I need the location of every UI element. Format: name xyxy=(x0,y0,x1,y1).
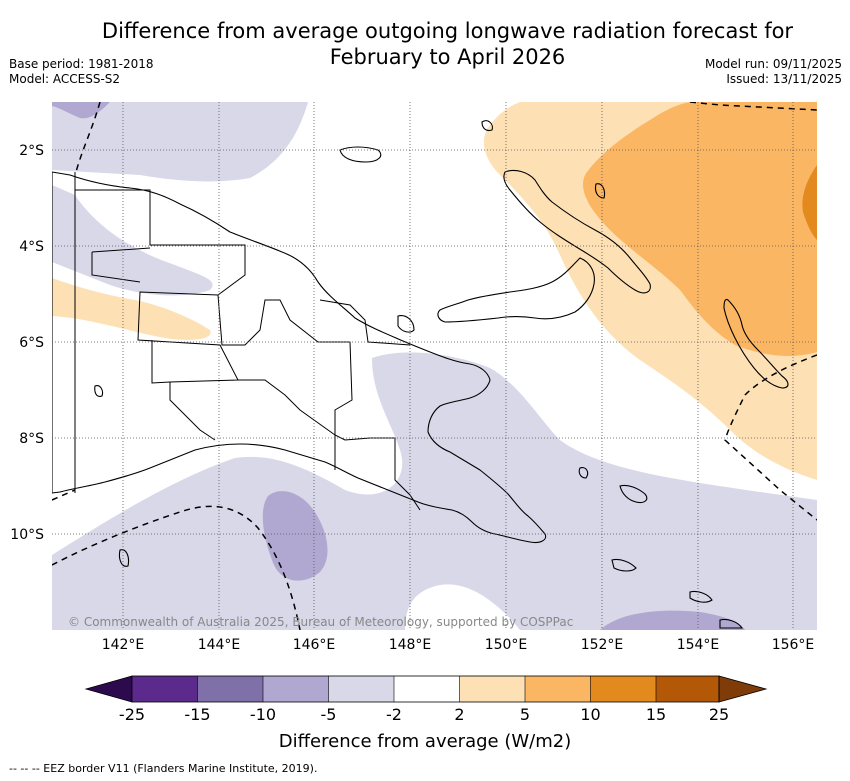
colorbar-tick: 2 xyxy=(454,705,464,724)
issued-text: Issued: 13/11/2025 xyxy=(726,72,842,86)
map-credit: © Commonwealth of Australia 2025, Bureau… xyxy=(68,615,573,629)
colorbar-dividers xyxy=(197,676,657,702)
colorbar-swatch xyxy=(394,676,460,702)
anomaly-region-east-peak xyxy=(802,165,817,240)
colorbar-arrow-high xyxy=(718,675,768,703)
colorbar-title: Difference from average (W/m2) xyxy=(279,731,571,752)
lat-label: 6°S xyxy=(19,335,44,351)
lat-label: 2°S xyxy=(19,143,44,159)
lon-label: 152°E xyxy=(581,637,624,653)
anomaly-region-west-warm xyxy=(52,278,211,340)
map-title: Difference from average outgoing longwav… xyxy=(60,18,835,70)
lon-label: 144°E xyxy=(198,637,241,653)
islands-misc xyxy=(94,183,606,567)
lat-label: 10°S xyxy=(10,527,44,543)
new-ireland-coastline xyxy=(437,257,595,323)
lon-label: 150°E xyxy=(485,637,528,653)
colorbar-tick: 10 xyxy=(580,705,600,724)
colorbar-tick: 25 xyxy=(709,705,729,724)
colorbar-tick: 15 xyxy=(646,705,666,724)
new-britain-coastline xyxy=(503,169,651,294)
lat-label: 4°S xyxy=(19,239,44,255)
colorbar-swatch xyxy=(197,676,263,702)
colorbar-swatch xyxy=(459,676,525,702)
colorbar-tick: -10 xyxy=(250,705,276,724)
anomaly-region-north-west-low xyxy=(52,102,110,119)
colorbar-tick: 5 xyxy=(520,705,530,724)
colorbar-tick: -5 xyxy=(321,705,337,724)
meta-right: Model run: 09/11/2025 Issued: 13/11/2025 xyxy=(705,57,842,87)
latitude-labels: 2°S 4°S 6°S 8°S 10°S xyxy=(10,143,44,543)
new-hanover-coastline xyxy=(339,120,493,163)
base-period-text: Base period: 1981-2018 xyxy=(9,57,154,71)
map-panel: © Commonwealth of Australia 2025, Bureau… xyxy=(52,102,817,630)
anomaly-region-east-strong xyxy=(582,102,817,356)
lon-label: 154°E xyxy=(677,637,720,653)
lon-label: 146°E xyxy=(293,637,336,653)
colorbar: -25 -15 -10 -5 -2 2 5 10 15 25 Differenc… xyxy=(84,675,768,752)
colorbar-swatch xyxy=(656,676,719,702)
eez-borders xyxy=(52,102,817,630)
solomon-islands-coastline xyxy=(611,484,744,629)
model-run-text: Model run: 09/11/2025 xyxy=(704,57,842,71)
anomaly-region-solomon-sea xyxy=(52,352,817,630)
longitude-labels: 142°E 144°E 146°E 148°E 150°E 152°E 154°… xyxy=(102,637,815,653)
title-line-1: Difference from average outgoing longwav… xyxy=(101,19,794,43)
colorbar-tick: -15 xyxy=(184,705,210,724)
colorbar-swatch xyxy=(590,676,656,702)
lon-label: 142°E xyxy=(102,637,145,653)
anomaly-region-coral-sea-low xyxy=(262,491,328,581)
land-masses xyxy=(52,120,789,629)
admin-boundaries xyxy=(74,172,421,511)
anomaly-region-north-west xyxy=(52,102,308,182)
anomaly-region-south-east-low xyxy=(600,610,745,630)
colorbar-swatch xyxy=(328,676,394,702)
colorbar-tick: -25 xyxy=(119,705,145,724)
meta-left: Base period: 1981-2018 Model: ACCESS-S2 xyxy=(9,57,154,87)
new-guinea-coastline xyxy=(52,171,547,544)
graticule xyxy=(52,102,817,630)
lat-label: 8°S xyxy=(19,431,44,447)
colorbar-swatch xyxy=(525,676,591,702)
title-line-2: February to April 2026 xyxy=(329,45,566,69)
colorbar-outline xyxy=(131,675,720,703)
colorbar-tick: -2 xyxy=(386,705,402,724)
lon-label: 148°E xyxy=(389,637,432,653)
model-text: Model: ACCESS-S2 xyxy=(9,72,121,86)
bougainville-coastline xyxy=(723,298,789,389)
lon-label: 156°E xyxy=(772,637,815,653)
eez-legend-text: -- -- -- EEZ border V11 (Flanders Marine… xyxy=(9,762,318,775)
colorbar-arrow-low xyxy=(84,675,133,703)
colorbar-swatch xyxy=(132,676,198,702)
colorbar-swatch xyxy=(263,676,329,702)
